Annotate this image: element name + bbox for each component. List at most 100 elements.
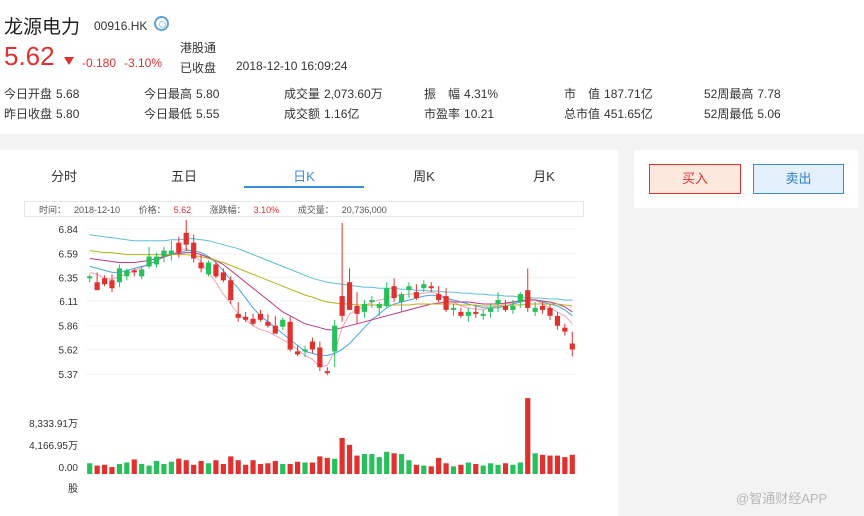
volume-bar bbox=[87, 463, 93, 474]
candle-body bbox=[257, 313, 264, 320]
candle-body bbox=[502, 305, 509, 310]
volume-bar bbox=[287, 464, 293, 474]
price-tick-label: 6.59 bbox=[59, 250, 79, 261]
moving-average-line bbox=[89, 252, 573, 331]
volume-bar bbox=[436, 457, 442, 474]
sell-button[interactable]: 卖出 bbox=[753, 164, 844, 194]
candle-body bbox=[309, 341, 316, 350]
volume-bar bbox=[450, 466, 457, 474]
volume-bar bbox=[191, 464, 197, 474]
candle-body bbox=[294, 351, 301, 355]
candle-body bbox=[265, 321, 271, 326]
refresh-icon[interactable] bbox=[154, 16, 169, 31]
down-arrow-icon bbox=[64, 57, 74, 65]
tab-daily-k[interactable]: 日K bbox=[293, 169, 315, 184]
volume-bar bbox=[213, 460, 219, 474]
tab-monthly-k[interactable]: 月K bbox=[533, 169, 555, 184]
volume-bar bbox=[139, 464, 145, 474]
candle-body bbox=[317, 347, 323, 368]
volume-bar bbox=[532, 453, 538, 474]
volume-bar bbox=[480, 465, 486, 474]
volume-bar bbox=[458, 464, 464, 474]
volume-bar bbox=[198, 460, 204, 474]
candle-body bbox=[161, 250, 167, 257]
candle-body bbox=[421, 284, 427, 289]
info-change: 涨跌幅： 3.10% bbox=[209, 205, 280, 215]
volume-bar bbox=[473, 464, 479, 474]
volume-bar bbox=[413, 464, 419, 474]
volume-bar bbox=[116, 464, 123, 474]
candle-body bbox=[369, 300, 375, 303]
info-price: 价格： 5.62 bbox=[138, 205, 192, 215]
volume-bar bbox=[280, 464, 286, 474]
stock-name: 龙源电力 bbox=[4, 17, 81, 38]
volume-bar bbox=[539, 454, 546, 474]
candle-body bbox=[109, 280, 115, 289]
stock-code: 00916.HK bbox=[94, 19, 148, 33]
volume-bar bbox=[569, 454, 575, 474]
volume-bar bbox=[525, 398, 531, 474]
candle-body bbox=[139, 269, 145, 277]
volume-bar bbox=[94, 465, 100, 474]
volume-unit-label: 股 bbox=[68, 483, 78, 495]
candle-body bbox=[346, 282, 353, 310]
candle-body bbox=[562, 327, 568, 332]
candle-body bbox=[525, 290, 531, 308]
volume-tick-label: 8,333.91万 bbox=[29, 419, 78, 430]
candle-body bbox=[554, 315, 561, 326]
tab-intraday[interactable]: 分时 bbox=[50, 169, 77, 184]
active-tab-indicator bbox=[244, 186, 364, 188]
candle-body bbox=[495, 300, 501, 304]
volume-bar bbox=[324, 457, 330, 474]
price-change-percent: -3.10% bbox=[124, 56, 163, 70]
candle-body bbox=[384, 288, 390, 306]
volume-bar bbox=[131, 459, 137, 474]
market-status: 已收盘 bbox=[180, 61, 217, 75]
candle-body bbox=[517, 294, 523, 303]
quote-datetime: 2018-12-10 16:09:24 bbox=[236, 59, 348, 73]
volume-bar bbox=[488, 463, 494, 474]
candle-body bbox=[287, 321, 293, 350]
candle-body bbox=[354, 305, 360, 314]
candle-body bbox=[146, 256, 152, 267]
volume-bar bbox=[406, 460, 412, 474]
connect-label: 港股通 bbox=[180, 41, 217, 55]
price-tick-label: 5.86 bbox=[59, 322, 79, 333]
volume-bar bbox=[205, 463, 212, 474]
candle-body bbox=[272, 325, 278, 334]
volume-bar bbox=[265, 463, 271, 474]
candle-body bbox=[324, 371, 330, 374]
candle-body bbox=[228, 280, 234, 301]
candle-body bbox=[116, 268, 123, 283]
tab-weekly-k[interactable]: 周K bbox=[413, 169, 435, 184]
volume-bar bbox=[354, 455, 360, 474]
stat-pe: 市盈率 10.21 bbox=[424, 107, 495, 121]
candle-body bbox=[213, 264, 219, 277]
volume-bar bbox=[101, 464, 108, 474]
volume-bar bbox=[465, 462, 471, 474]
chart-info-bar: 时间： 2018-12-10 价格： 5.62 涨跌幅： 3.10% 成交量： 20,7… bbox=[24, 201, 584, 217]
volume-bar bbox=[309, 462, 316, 474]
volume-bar bbox=[228, 456, 234, 474]
price-tick-label: 5.37 bbox=[59, 370, 79, 381]
volume-bar bbox=[562, 457, 568, 474]
tab-five-day[interactable]: 五日 bbox=[170, 169, 197, 184]
candle-body bbox=[220, 272, 226, 281]
candle-body bbox=[332, 325, 338, 352]
stat-market-cap: 市 值 187.71亿 bbox=[564, 87, 653, 101]
candle-body bbox=[398, 294, 405, 303]
candle-body bbox=[428, 286, 434, 289]
volume-bar bbox=[183, 460, 189, 474]
volume-bar bbox=[317, 456, 323, 474]
volume-bar bbox=[510, 464, 516, 474]
stat-52w-low: 52周最低 5.06 bbox=[704, 107, 781, 121]
buy-button[interactable]: 买入 bbox=[649, 164, 741, 194]
candle-body bbox=[87, 276, 93, 279]
current-price: 5.62 bbox=[4, 41, 55, 71]
volume-bar bbox=[391, 453, 397, 474]
volume-bar bbox=[502, 463, 509, 474]
volume-bar bbox=[443, 463, 449, 474]
candle-body bbox=[235, 313, 241, 318]
candle-body bbox=[250, 318, 256, 324]
